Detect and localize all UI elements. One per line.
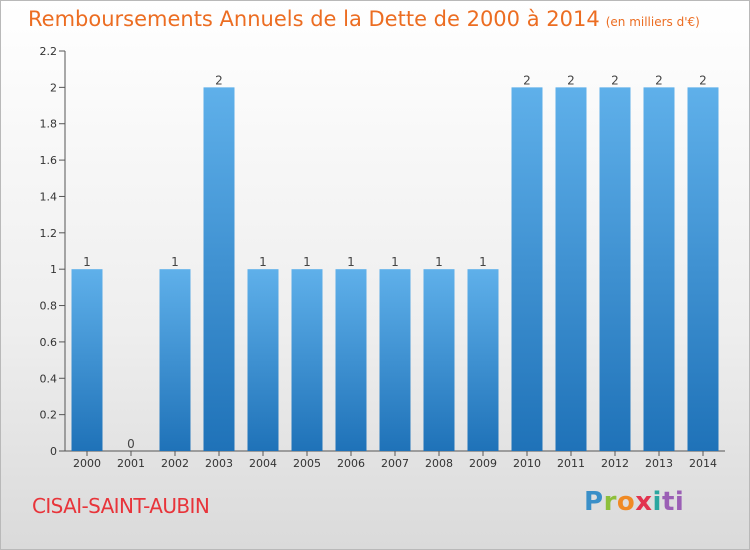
data-label: 2: [215, 73, 223, 87]
bar: [291, 269, 323, 451]
chart-title: Remboursements Annuels de la Dette de 20…: [28, 7, 700, 31]
logo-letter: ti: [661, 487, 685, 517]
data-label: 1: [435, 255, 443, 269]
data-label: 1: [391, 255, 399, 269]
x-tick-label: 2001: [117, 457, 145, 470]
bar: [423, 269, 455, 451]
bar: [203, 87, 235, 451]
data-labels: 1 0 1 2 1 1 1 1 1 1 2 2 2 2 2: [83, 73, 707, 451]
bar: [71, 269, 103, 451]
logo-letter: P: [584, 487, 604, 517]
x-tick-label: 2005: [293, 457, 321, 470]
proxiti-logo[interactable]: Proxiti: [584, 487, 684, 517]
logo-letter: r: [603, 487, 617, 517]
x-tick-label: 2004: [249, 457, 277, 470]
y-tick-label: 1.8: [40, 118, 58, 131]
bar: [687, 87, 719, 451]
bar: [599, 87, 631, 451]
x-tick-label: 2012: [601, 457, 629, 470]
y-tick-label: 1.2: [40, 227, 58, 240]
data-label: 1: [479, 255, 487, 269]
data-label: 2: [699, 73, 707, 87]
y-tick-label: 1.4: [40, 190, 58, 203]
bar: [335, 269, 367, 451]
data-label: 2: [611, 73, 619, 87]
bar: [379, 269, 411, 451]
data-label: 2: [523, 73, 531, 87]
x-tick-label: 2007: [381, 457, 409, 470]
city-name: CISAI-SAINT-AUBIN: [32, 494, 210, 518]
bar: [159, 269, 191, 451]
bar: [555, 87, 587, 451]
bar: [247, 269, 279, 451]
data-label: 2: [567, 73, 575, 87]
y-tick-label: 2.2: [40, 45, 58, 58]
x-tick-label: 2010: [513, 457, 541, 470]
x-tick-label: 2006: [337, 457, 365, 470]
x-tick-label: 2000: [73, 457, 101, 470]
data-label: 0: [127, 437, 135, 451]
data-label: 1: [259, 255, 267, 269]
chart-unit-note: (en milliers d'€): [605, 15, 700, 29]
data-label: 2: [655, 73, 663, 87]
x-tick-label: 2014: [689, 457, 717, 470]
x-tick-label: 2013: [645, 457, 673, 470]
y-tick-label: 0: [50, 445, 57, 458]
x-tick-label: 2009: [469, 457, 497, 470]
y-tick-label: 0.8: [40, 300, 58, 313]
logo-letter: o: [616, 487, 636, 517]
bar: [511, 87, 543, 451]
y-tick-label: 0.2: [40, 409, 58, 422]
logo-letter: x: [635, 487, 653, 517]
bars: [71, 87, 719, 451]
logo-letter: i: [652, 487, 662, 517]
chart-title-text: Remboursements Annuels de la Dette de 20…: [28, 7, 600, 31]
x-tick-label: 2003: [205, 457, 233, 470]
y-tick-label: 0.6: [40, 336, 58, 349]
x-tick-label: 2008: [425, 457, 453, 470]
bar: [467, 269, 499, 451]
y-tick-label: 2: [50, 81, 57, 94]
y-tick-label: 0.4: [40, 372, 58, 385]
data-label: 1: [83, 255, 91, 269]
data-label: 1: [303, 255, 311, 269]
data-label: 1: [171, 255, 179, 269]
bar: [643, 87, 675, 451]
data-label: 1: [347, 255, 355, 269]
y-tick-label: 1: [50, 263, 57, 276]
x-tick-label: 2011: [557, 457, 585, 470]
y-tick-label: 1.6: [40, 154, 58, 167]
x-tick-label: 2002: [161, 457, 189, 470]
